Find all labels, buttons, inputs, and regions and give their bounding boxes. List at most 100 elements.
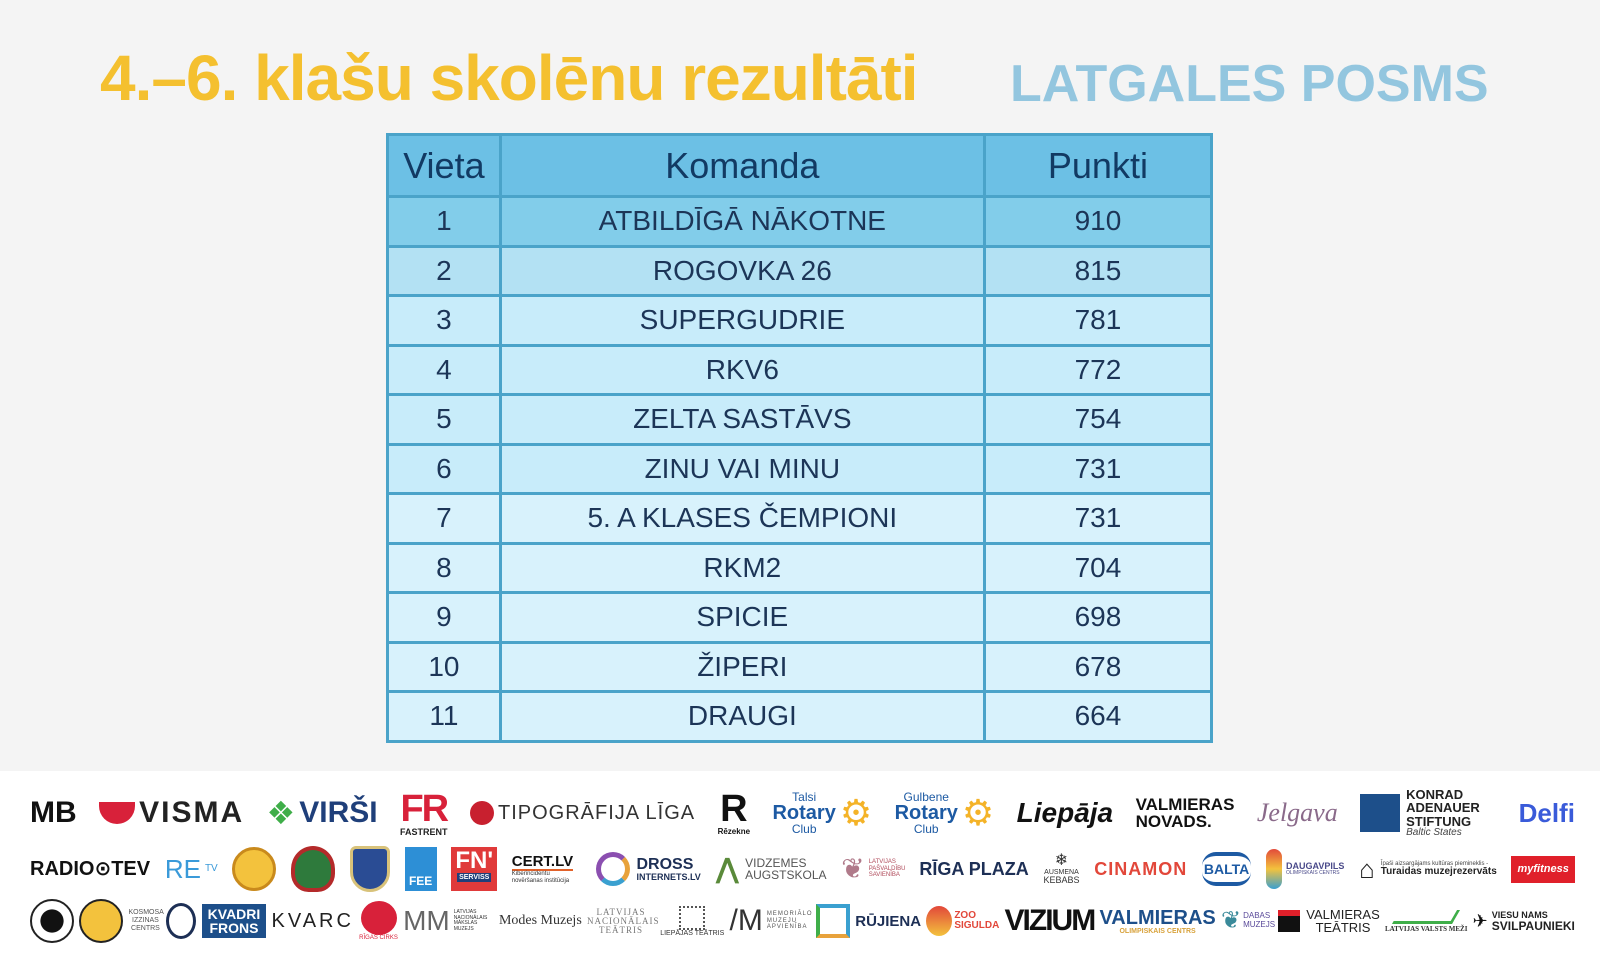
logo-viesu-nams: ✈ VIESU NAMS SVILPAUNIEKI — [1472, 909, 1575, 933]
sponsor-row: MB VISMA ❖ VIRŠI FR FASTRENT TIPOGRĀFIJA… — [30, 787, 1575, 839]
logo-radio-tev: RADIO⊙TEV — [30, 858, 151, 880]
kas-logo-icon — [1360, 793, 1401, 832]
place-cell: 6 — [386, 442, 502, 495]
logo-lps: ❦ LATVIJAS PAŠVALDĪBU SAVIENĪBA — [841, 853, 906, 884]
logo-valmieras-novads: VALMIERAS NOVADS. — [1135, 795, 1235, 831]
rotary-wheel-icon: ⚙ — [839, 792, 873, 833]
place-cell: 1 — [386, 195, 502, 248]
logo-valmieras-teatris: VALMIERAS TEĀTRIS — [1278, 908, 1380, 934]
logo-kvadri-frons: KVADRI FRONS — [201, 904, 267, 938]
logo-mma: /M MEMORIĀLO MUZEJU APVIENĪBA — [729, 904, 813, 937]
visma-swoosh-icon — [99, 802, 136, 824]
sponsor-strip: MB VISMA ❖ VIRŠI FR FASTRENT TIPOGRĀFIJA… — [0, 771, 1600, 960]
logo-balta: BALTA — [1201, 852, 1252, 886]
table-row: 2 ROGOVKA 26 815 — [386, 244, 1214, 297]
logo-mb: MB — [30, 796, 77, 829]
table-row: 11 DRAUGI 664 — [386, 690, 1214, 743]
table-header-row: Vieta Komanda Punkti — [386, 133, 1214, 198]
team-cell: ZINU VAI MINU — [498, 442, 986, 495]
theatre-blocks-icon — [1278, 910, 1301, 932]
place-cell: 10 — [386, 640, 502, 693]
kempings-icon — [79, 899, 124, 943]
logo-zoo-sigulda: ZOO SIGULDA — [926, 906, 999, 936]
team-cell: ATBILDĪGĀ NĀKOTNE — [498, 195, 986, 248]
mma-m-icon: /M — [729, 904, 763, 937]
place-cell: 9 — [386, 591, 502, 644]
team-cell: RKM2 — [498, 541, 986, 594]
points-cell: 704 — [982, 541, 1214, 594]
logo-vizium: VIZIUM — [1004, 904, 1097, 937]
logo-cinamon: CINAMON — [1094, 859, 1188, 879]
logo-rigas-cirks: RĪGAS CIRKS — [359, 901, 398, 941]
rotary-wheel-icon: ⚙ — [961, 792, 995, 833]
table-row: 3 SUPERGUDRIE 781 — [386, 294, 1214, 347]
points-cell: 698 — [982, 591, 1214, 644]
logo-fn-serviss: FN' SERVISS — [451, 847, 498, 891]
table-row: 6 ZINU VAI MINU 731 — [386, 442, 1214, 495]
snowflake-icon: ❄ — [1054, 852, 1069, 869]
daugavpils-figure-icon — [1266, 849, 1282, 889]
team-cell: 5. A KLASES ČEMPIONI — [498, 492, 986, 545]
dross-circle-icon — [596, 852, 631, 886]
logo-fee: FEE — [404, 847, 437, 891]
points-cell: 731 — [982, 442, 1214, 495]
logo-daugavpils-oc: DAUGAVPILS OLIMPISKAIS CENTRS — [1266, 849, 1344, 889]
fire-rescue-emblem-icon — [232, 847, 277, 891]
results-table: Vieta Komanda Punkti 1 ATBILDĪGĀ NĀKOTNE… — [386, 133, 1214, 743]
table-row: 1 ATBILDĪGĀ NĀKOTNE 910 — [386, 195, 1214, 248]
logo-kosmosa: KOSMOSA IZZINAS CENTRS — [128, 903, 197, 939]
crest-emblem-icon — [349, 846, 390, 892]
bird-icon: ✈ — [1472, 911, 1488, 931]
lps-feather-icon: ❦ — [841, 853, 865, 884]
column-header-team: Komanda — [498, 133, 986, 198]
table-row: 7 5. A KLASES ČEMPIONI 731 — [386, 492, 1214, 545]
logo-riga-plaza: RĪGA PLAZA — [919, 859, 1029, 879]
place-cell: 11 — [386, 690, 502, 743]
logo-cert-lv: CERT.LV Kiberincidentu novēršanas instit… — [511, 852, 574, 884]
team-cell: SPICIE — [498, 591, 986, 644]
points-cell: 664 — [982, 690, 1214, 743]
team-cell: RKV6 — [498, 343, 986, 396]
tipografija-circle-icon — [469, 801, 494, 825]
logo-myfitness: myfitness — [1511, 855, 1575, 883]
logo-konrad-adenauer: KONRAD ADENAUER STIFTUNG Baltic States — [1360, 787, 1496, 839]
logo-turaidas: ⌂ Īpaši aizsargājams kultūras pieminekli… — [1359, 854, 1497, 884]
team-cell: SUPERGUDRIE — [498, 294, 986, 347]
logo-talsi-rotary: Talsi Rotary Club ⚙ — [772, 790, 873, 836]
va-mark-icon: ⋀ — [715, 853, 740, 884]
logo-valmieras-oc: VALMIERAS OLIMPISKAIS CENTRS — [1099, 906, 1216, 935]
column-header-place: Vieta — [386, 133, 502, 198]
logo-fastrent: FR FASTRENT — [400, 787, 449, 837]
table-row: 10 ŽIPERI 678 — [386, 640, 1214, 693]
column-header-points: Punkti — [982, 133, 1214, 198]
stage-subtitle: LATGALES POSMS — [1010, 55, 1489, 113]
logo-lnmm: MM LATVIJAS NACIONĀLAIS MĀKSLAS MUZEJS — [403, 905, 488, 936]
logo-latvijas-valsts-mezi: LATVIJAS VALSTS MEŽI — [1385, 909, 1467, 933]
logo-tipografija-liga: TIPOGRĀFIJA LĪGA — [469, 801, 695, 825]
title-row: 4.–6. klašu skolēnu rezultāti LATGALES P… — [0, 38, 1600, 118]
place-cell: 4 — [386, 343, 502, 396]
army-emblem-icon — [291, 846, 336, 892]
team-cell: ŽIPERI — [498, 640, 986, 693]
points-cell: 815 — [982, 244, 1214, 297]
table-row: 9 SPICIE 698 — [386, 591, 1214, 644]
logo-virsi: ❖ VIRŠI — [266, 795, 378, 831]
circus-dome-icon — [360, 901, 397, 935]
logo-liepaja: Liepāja — [1016, 797, 1114, 828]
page-title: 4.–6. klašu skolēnu rezultāti — [100, 42, 919, 114]
tree-lines-icon — [1392, 909, 1461, 924]
plant-icon: ❦ — [1220, 907, 1242, 934]
team-cell: DRAUGI — [498, 690, 986, 743]
points-cell: 772 — [982, 343, 1214, 396]
table-row: 4 RKV6 772 — [386, 343, 1214, 396]
table-row: 8 RKM2 704 — [386, 541, 1214, 594]
zoo-bird-icon — [926, 906, 953, 936]
logo-rezekne: R Rēzekne — [717, 788, 751, 836]
castle-icon: ⌂ — [1359, 854, 1375, 884]
virsi-chevron-icon: ❖ — [266, 795, 296, 831]
theatre-facade-icon — [679, 905, 706, 930]
logo-lnt: LATVIJAS NACIONĀLAIS TEĀTRIS — [586, 906, 660, 935]
logo-gulbene-rotary: Gulbene Rotary Club ⚙ — [894, 790, 995, 836]
place-cell: 5 — [386, 393, 502, 446]
pharmacy-museum-icon — [30, 899, 74, 943]
